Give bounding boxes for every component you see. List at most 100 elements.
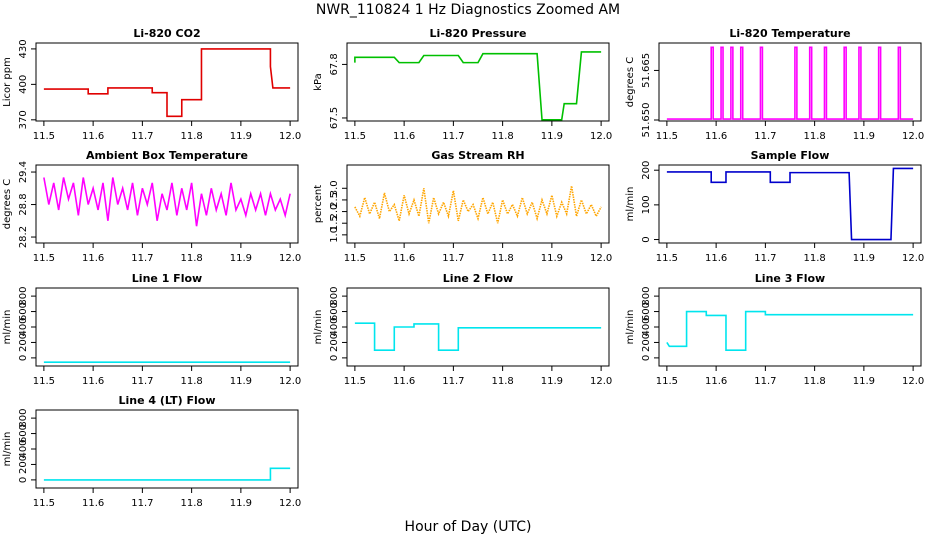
panel-title: Ambient Box Temperature <box>86 149 248 162</box>
x-tick-label: 11.9 <box>853 253 875 264</box>
panel-title: Sample Flow <box>751 149 830 162</box>
x-tick-label: 11.8 <box>803 376 825 387</box>
plot-frame <box>346 164 610 244</box>
x-tick-label: 11.5 <box>33 131 55 142</box>
y-tick-label: 0 <box>329 355 340 361</box>
x-tick-label: 11.7 <box>754 376 776 387</box>
plot-frame <box>35 42 299 122</box>
x-tick-label: 12.0 <box>590 253 612 264</box>
y-tick-label: 0 <box>18 477 29 483</box>
y-tick-label: 400 <box>641 317 652 336</box>
y-tick-label: 67.5 <box>329 107 340 129</box>
x-tick-label: 11.9 <box>541 131 563 142</box>
y-axis-label: kPa <box>313 73 324 91</box>
x-tick-label: 12.0 <box>590 131 612 142</box>
data-line <box>43 48 291 118</box>
x-tick-label: 12.0 <box>902 131 924 142</box>
y-tick-label: 1.0 <box>329 227 340 243</box>
plot-frame <box>346 42 610 122</box>
x-tick-label: 12.0 <box>902 253 924 264</box>
plot-frame <box>35 287 299 367</box>
x-tick-label: 11.6 <box>705 131 727 142</box>
x-tick-label: 11.9 <box>230 131 252 142</box>
x-tick-label: 12.0 <box>590 376 612 387</box>
y-tick-label: 400 <box>18 317 29 336</box>
x-tick-label: 11.8 <box>803 253 825 264</box>
data-line <box>354 51 602 121</box>
plot-frame <box>346 287 610 367</box>
x-tick-label: 11.5 <box>656 131 678 142</box>
y-tick-label: 2.0 <box>329 204 340 220</box>
data-line <box>666 46 914 120</box>
x-tick-label: 11.7 <box>754 253 776 264</box>
y-tick-label: 0 <box>18 355 29 361</box>
y-axis-label: ml/min <box>2 310 13 345</box>
plot-frame <box>658 164 922 244</box>
plot-frame <box>658 287 922 367</box>
plot-frame <box>35 164 299 244</box>
x-tick-label: 11.6 <box>82 498 104 509</box>
panel-title: Li-820 Temperature <box>729 27 850 40</box>
y-tick-label: 200 <box>18 333 29 352</box>
y-axis-label: degrees C <box>2 179 13 229</box>
y-tick-label: 800 <box>18 287 29 306</box>
x-tick-label: 11.8 <box>180 498 202 509</box>
panel-title: Line 2 Flow <box>443 272 513 285</box>
y-tick-label: 100 <box>641 195 652 214</box>
x-tick-label: 12.0 <box>279 376 301 387</box>
x-tick-label: 11.5 <box>33 253 55 264</box>
x-tick-label: 11.8 <box>491 131 513 142</box>
x-tick-label: 12.0 <box>902 376 924 387</box>
x-tick-label: 11.5 <box>656 376 678 387</box>
y-tick-label: 1.5 <box>329 215 340 231</box>
panel-title: Line 3 Flow <box>755 272 825 285</box>
x-tick-label: 11.8 <box>180 253 202 264</box>
x-tick-label: 11.7 <box>131 253 153 264</box>
x-tick-label: 11.9 <box>230 253 252 264</box>
y-axis-label: ml/min <box>625 187 636 222</box>
x-tick-label: 11.6 <box>393 253 415 264</box>
y-tick-label: 600 <box>18 302 29 321</box>
y-tick-label: 200 <box>641 161 652 180</box>
y-tick-label: 600 <box>329 302 340 321</box>
data-line <box>354 322 602 351</box>
y-tick-label: 400 <box>18 439 29 458</box>
x-tick-label: 11.7 <box>442 376 464 387</box>
x-tick-label: 12.0 <box>279 131 301 142</box>
y-axis-label: Licor ppm <box>2 57 13 107</box>
x-tick-label: 11.9 <box>230 376 252 387</box>
y-axis-label: ml/min <box>625 310 636 345</box>
x-tick-label: 11.8 <box>491 376 513 387</box>
x-tick-label: 11.5 <box>33 376 55 387</box>
panel-title: Line 4 (LT) Flow <box>119 394 216 407</box>
x-tick-label: 11.9 <box>853 376 875 387</box>
y-tick-label: 67.8 <box>329 53 340 75</box>
panel-title: Line 1 Flow <box>132 272 202 285</box>
x-tick-label: 11.6 <box>82 253 104 264</box>
panel-title: Li-820 Pressure <box>430 27 527 40</box>
x-tick-label: 11.5 <box>344 131 366 142</box>
x-tick-label: 11.9 <box>541 376 563 387</box>
y-axis-label: percent <box>313 185 324 223</box>
x-tick-label: 11.6 <box>82 376 104 387</box>
data-line <box>354 185 602 224</box>
x-tick-label: 11.6 <box>82 131 104 142</box>
x-tick-label: 11.7 <box>442 131 464 142</box>
x-tick-label: 11.6 <box>393 376 415 387</box>
figure-title: NWR_110824 1 Hz Diagnostics Zoomed AM <box>316 2 620 18</box>
y-tick-label: 200 <box>329 333 340 352</box>
x-tick-label: 11.5 <box>33 498 55 509</box>
y-tick-label: 2.5 <box>329 192 340 208</box>
x-tick-label: 11.5 <box>656 253 678 264</box>
x-tick-label: 11.7 <box>442 253 464 264</box>
y-tick-label: 430 <box>18 39 29 58</box>
x-tick-label: 11.8 <box>180 376 202 387</box>
y-axis-label: ml/min <box>2 432 13 467</box>
x-tick-label: 11.5 <box>344 376 366 387</box>
x-axis-label: Hour of Day (UTC) <box>405 519 532 535</box>
plot-frame <box>658 42 922 122</box>
x-tick-label: 12.0 <box>279 498 301 509</box>
y-tick-label: 400 <box>329 317 340 336</box>
